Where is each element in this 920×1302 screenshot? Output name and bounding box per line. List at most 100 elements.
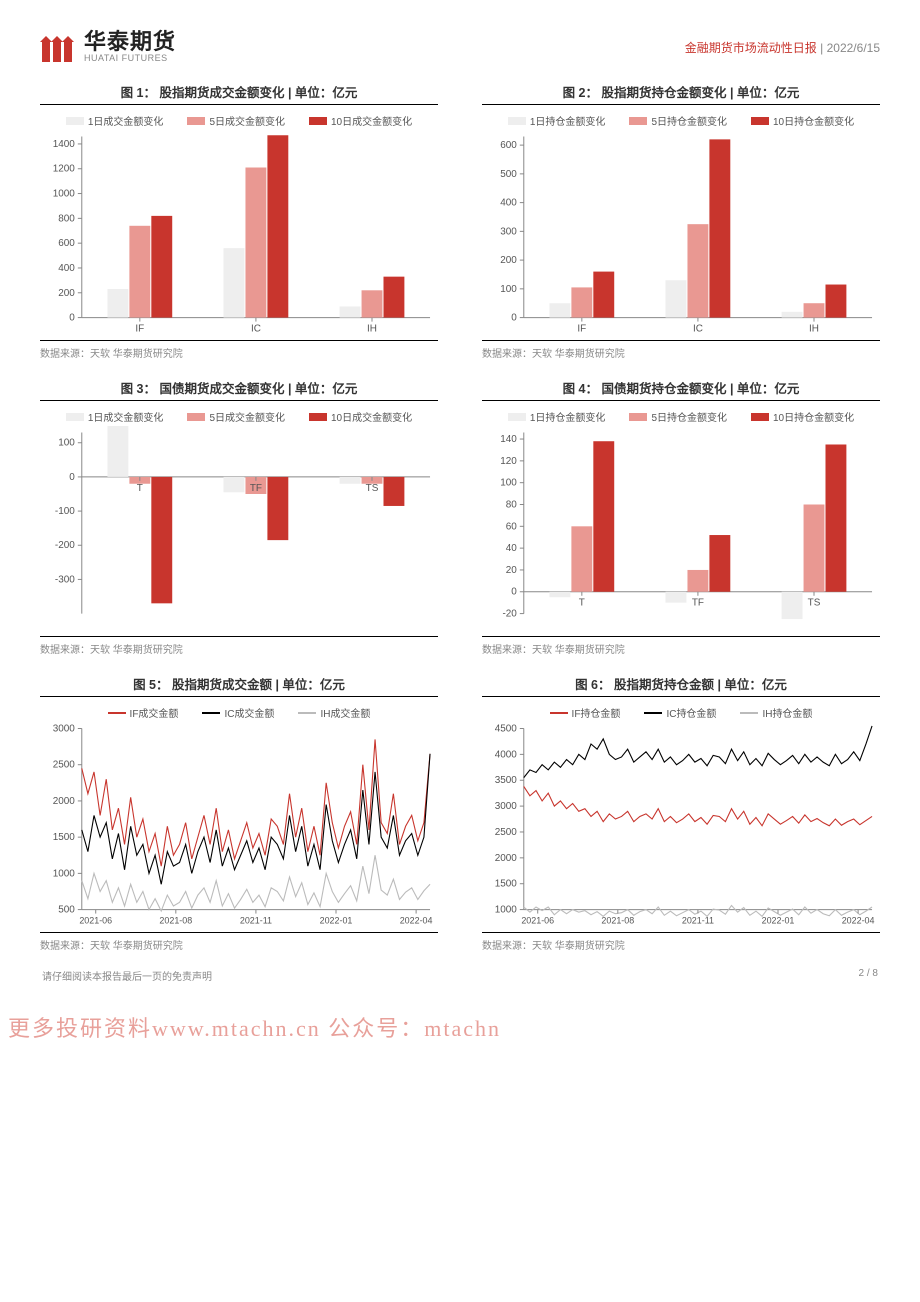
svg-text:1400: 1400 [53,139,76,150]
chart1-source: 数据来源：天软 华泰期货研究院 [40,340,438,368]
svg-text:-100: -100 [55,506,75,517]
svg-text:0: 0 [69,313,75,324]
svg-text:4000: 4000 [495,749,518,760]
chart6-legend: IF持仓金额 IC持仓金额 IH持仓金额 [482,701,880,722]
svg-text:400: 400 [500,198,517,209]
svg-text:3000: 3000 [53,724,76,735]
chart4-title: 图 4： 国债期货持仓金额变化 | 单位：亿元 [482,378,880,401]
chart6-svg: 100015002000250030003500400045002021-062… [482,722,880,932]
chart4-cell: 图 4： 国债期货持仓金额变化 | 单位：亿元 1日持仓金额变化 5日持仓金额变… [482,378,880,664]
svg-text:600: 600 [500,140,517,151]
svg-text:2021-08: 2021-08 [159,916,192,926]
svg-text:2022-01: 2022-01 [320,916,353,926]
svg-text:20: 20 [506,565,518,576]
svg-text:2021-06: 2021-06 [79,916,112,926]
svg-text:0: 0 [511,587,517,598]
chart4-svg: -20020406080100120140TTFTS [482,426,880,636]
svg-text:60: 60 [506,521,518,532]
logo-cn-text: 华泰期货 [84,30,176,54]
svg-text:IH: IH [367,324,377,335]
svg-text:2021-11: 2021-11 [682,916,714,926]
chart5-source: 数据来源：天软 华泰期货研究院 [40,932,438,960]
svg-text:TS: TS [808,598,821,609]
chart5-legend: IF成交金额 IC成交金额 IH成交金额 [40,701,438,722]
chart6-title: 图 6： 股指期货持仓金额 | 单位：亿元 [482,674,880,697]
svg-text:IF: IF [577,324,586,335]
svg-text:TF: TF [692,598,704,609]
svg-text:200: 200 [58,288,75,299]
svg-text:200: 200 [500,255,517,266]
logo-en-text: HUATAI FUTURES [84,54,176,64]
svg-text:1000: 1000 [53,189,76,200]
svg-text:-20: -20 [502,609,517,620]
chart1-cell: 图 1： 股指期货成交金额变化 | 单位：亿元 1日成交金额变化 5日成交金额变… [40,82,438,368]
svg-text:0: 0 [511,313,517,324]
svg-text:2021-08: 2021-08 [601,916,634,926]
svg-text:2000: 2000 [53,796,76,807]
chart5-cell: 图 5： 股指期货成交金额 | 单位：亿元 IF成交金额 IC成交金额 IH成交… [40,674,438,960]
chart2-cell: 图 2： 股指期货持仓金额变化 | 单位：亿元 1日持仓金额变化 5日持仓金额变… [482,82,880,368]
chart2-svg: 0 100 200 300 400 500 600 IF IC IH [482,130,880,340]
svg-text:1200: 1200 [53,164,76,175]
svg-text:3000: 3000 [495,801,518,812]
svg-text:800: 800 [58,213,75,224]
svg-text:2500: 2500 [495,827,518,838]
svg-text:-200: -200 [55,540,75,551]
chart2-legend: 1日持仓金额变化 5日持仓金额变化 10日持仓金额变化 [482,109,880,130]
svg-text:4500: 4500 [495,724,518,735]
svg-text:-300: -300 [55,574,75,585]
svg-text:1500: 1500 [53,832,76,843]
chart1-legend: 1日成交金额变化 5日成交金额变化 10日成交金额变化 [40,109,438,130]
chart4-legend: 1日持仓金额变化 5日持仓金额变化 10日持仓金额变化 [482,405,880,426]
svg-text:T: T [579,598,585,609]
svg-text:400: 400 [58,263,75,274]
chart3-title: 图 3： 国债期货成交金额变化 | 单位：亿元 [40,378,438,401]
header-right: 金融期货市场流动性日报 | 2022/6/15 [685,39,880,56]
svg-text:IF: IF [135,324,144,335]
svg-text:1000: 1000 [53,868,76,879]
chart3-source: 数据来源：天软 华泰期货研究院 [40,636,438,664]
report-date: 2022/6/15 [827,41,880,55]
chart2-source: 数据来源：天软 华泰期货研究院 [482,340,880,368]
logo-block: 华泰期货 HUATAI FUTURES [40,30,176,64]
chart5-title: 图 5： 股指期货成交金额 | 单位：亿元 [40,674,438,697]
svg-text:300: 300 [500,226,517,237]
charts-grid: 图 1： 股指期货成交金额变化 | 单位：亿元 1日成交金额变化 5日成交金额变… [40,82,880,960]
chart1-title: 图 1： 股指期货成交金额变化 | 单位：亿元 [40,82,438,105]
svg-text:2500: 2500 [53,760,76,771]
report-title: 金融期货市场流动性日报 [685,41,817,55]
svg-text:100: 100 [500,284,517,295]
svg-text:0: 0 [69,472,75,483]
svg-text:IC: IC [693,324,703,335]
chart4-source: 数据来源：天软 华泰期货研究院 [482,636,880,664]
svg-text:2021-06: 2021-06 [521,916,554,926]
logo-icon [40,30,78,64]
svg-text:2022-01: 2022-01 [762,916,795,926]
svg-text:500: 500 [58,905,75,916]
svg-text:40: 40 [506,543,518,554]
chart3-legend: 1日成交金额变化 5日成交金额变化 10日成交金额变化 [40,405,438,426]
svg-text:IH: IH [809,324,819,335]
svg-text:100: 100 [500,478,517,489]
footer: 请仔细阅读本报告最后一页的免责声明 2 / 8 [40,968,880,983]
svg-text:TS: TS [366,483,379,494]
svg-text:3500: 3500 [495,775,518,786]
chart1-svg: 0 200 400 600 800 1000 1200 1400 IF IC IH [40,130,438,340]
page-number: 2 / 8 [859,968,878,983]
page-header: 华泰期货 HUATAI FUTURES 金融期货市场流动性日报 | 2022/6… [40,30,880,64]
svg-text:120: 120 [500,456,517,467]
chart6-source: 数据来源：天软 华泰期货研究院 [482,932,880,960]
svg-text:IC: IC [251,324,261,335]
svg-text:TF: TF [250,483,262,494]
svg-text:80: 80 [506,500,518,511]
svg-text:600: 600 [58,238,75,249]
disclaimer-text: 请仔细阅读本报告最后一页的免责声明 [42,968,212,983]
svg-text:100: 100 [58,438,75,449]
svg-text:1000: 1000 [495,905,518,916]
chart3-svg: -300-200-1000100TTFTS [40,426,438,636]
svg-text:2022-04: 2022-04 [400,916,433,926]
chart2-title: 图 2： 股指期货持仓金额变化 | 单位：亿元 [482,82,880,105]
svg-text:2022-04: 2022-04 [842,916,875,926]
watermark-text: 更多投研资料www.mtachn.cn 公众号：mtachn [0,993,920,1043]
svg-text:500: 500 [500,169,517,180]
